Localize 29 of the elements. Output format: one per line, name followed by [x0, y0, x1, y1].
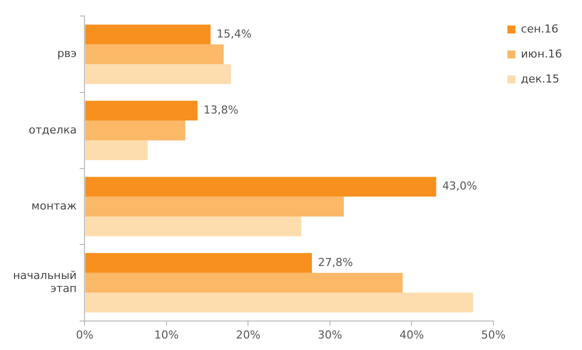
bar	[85, 120, 186, 140]
legend-label: сен.16	[520, 22, 558, 36]
bar	[85, 272, 403, 293]
bar	[85, 44, 224, 64]
data-label: 27,8%	[318, 256, 353, 269]
x-tick-label: 40%	[399, 328, 424, 342]
x-tick-label: 0%	[76, 328, 94, 342]
data-label: 13,8%	[204, 103, 238, 116]
y-tick-label: начальный этап	[12, 268, 77, 296]
bar	[85, 64, 232, 84]
bar	[85, 216, 302, 236]
data-label: 15,4%	[216, 27, 252, 40]
bar	[85, 176, 436, 197]
bar	[85, 292, 473, 312]
bar	[85, 253, 312, 273]
y-tick-label: отделка	[28, 123, 77, 136]
legend-label: июн.16	[520, 47, 562, 60]
bar	[85, 140, 148, 160]
bar	[85, 24, 211, 44]
x-tick-label: 20%	[236, 328, 260, 342]
bar	[85, 100, 198, 121]
x-tick-label: 30%	[318, 328, 342, 342]
data-label: 43,0%	[442, 180, 478, 193]
x-tick-label: 10%	[154, 328, 179, 342]
x-tick-label: 50%	[481, 328, 506, 342]
y-tick-label: рвэ	[57, 47, 77, 60]
y-tick-label: монтаж	[31, 199, 77, 212]
bar	[85, 196, 344, 216]
legend-label: дек.15	[520, 72, 560, 86]
